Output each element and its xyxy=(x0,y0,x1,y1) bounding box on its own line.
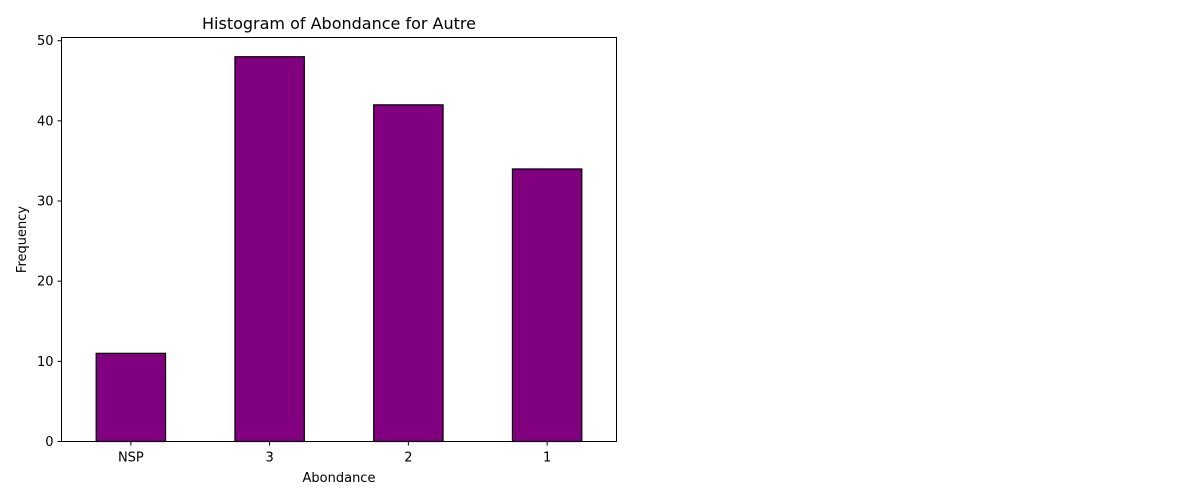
y-tick-label: 50 xyxy=(37,34,54,49)
chart-title: Histogram of Abondance for Autre xyxy=(202,14,476,33)
bars-group xyxy=(95,56,583,443)
x-tick-label: 1 xyxy=(543,451,551,466)
y-tick-label: 10 xyxy=(37,355,54,370)
x-axis-title: Abondance xyxy=(303,471,376,486)
y-tick-label: 0 xyxy=(45,435,53,450)
x-tick-label: 3 xyxy=(265,451,273,466)
x-axis: NSP 3 2 1 xyxy=(118,441,551,466)
bar-3 xyxy=(234,56,305,443)
x-tick-label: 2 xyxy=(404,451,412,466)
y-axis-title: Frequency xyxy=(15,206,30,273)
bar-2 xyxy=(373,104,444,443)
plot-area-frame xyxy=(61,37,617,442)
bar-1 xyxy=(511,168,583,443)
y-tick-label: 40 xyxy=(37,114,54,129)
y-tick-label: 30 xyxy=(37,195,54,210)
x-tick-label: NSP xyxy=(118,451,144,466)
y-tick-label: 20 xyxy=(37,275,54,290)
y-axis: 0 10 20 30 40 50 xyxy=(37,34,62,450)
bar-nsp xyxy=(95,352,167,443)
